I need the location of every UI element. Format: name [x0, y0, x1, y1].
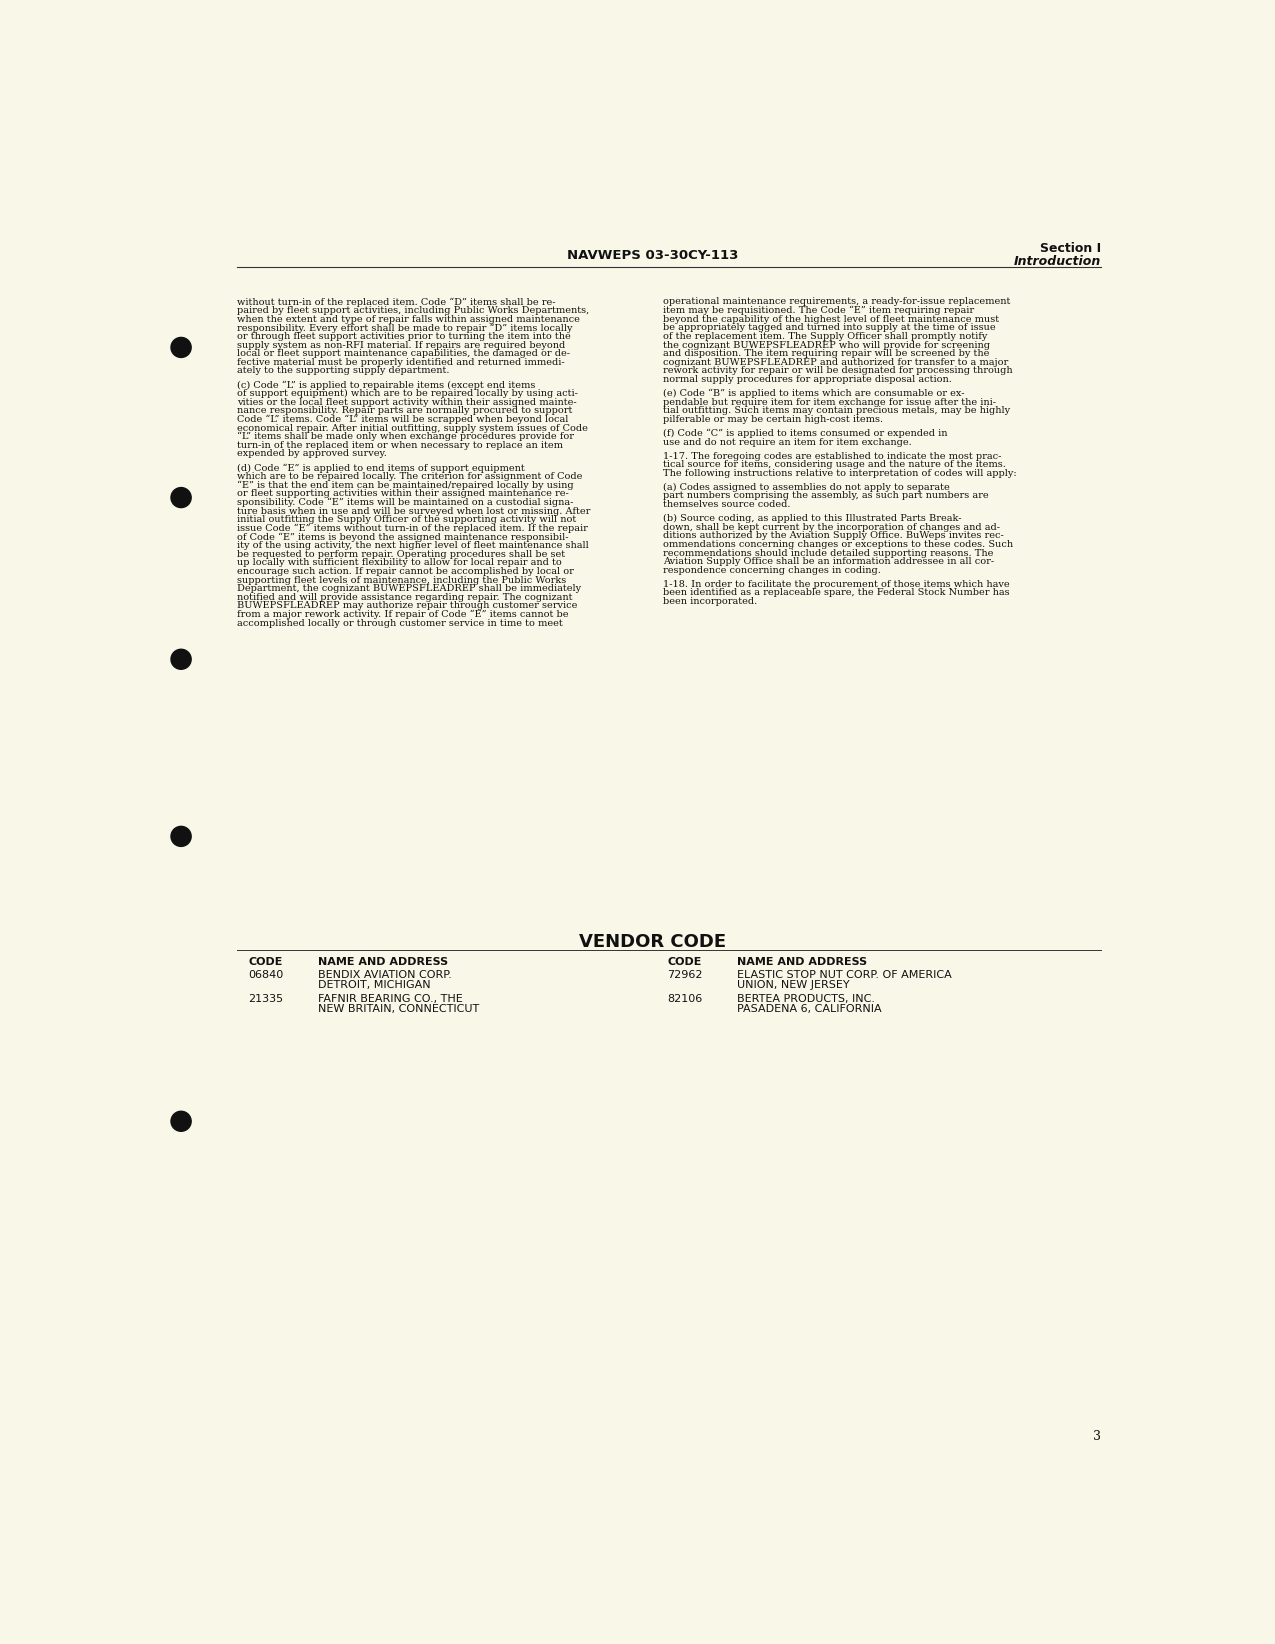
Text: rework activity for repair or will be designated for processing through: rework activity for repair or will be de… — [663, 367, 1012, 375]
Text: Aviation Supply Office shall be an information addressee in all cor-: Aviation Supply Office shall be an infor… — [663, 557, 994, 566]
Text: CODE: CODE — [249, 957, 283, 967]
Text: 1-18. In order to facilitate the procurement of those items which have: 1-18. In order to facilitate the procure… — [663, 580, 1010, 589]
Text: and disposition. The item requiring repair will be screened by the: and disposition. The item requiring repa… — [663, 349, 989, 358]
Text: BENDIX AVIATION CORP.: BENDIX AVIATION CORP. — [319, 970, 453, 980]
Text: of the replacement item. The Supply Officer shall promptly notify: of the replacement item. The Supply Offi… — [663, 332, 988, 340]
Text: paired by fleet support activities, including Public Works Departments,: paired by fleet support activities, incl… — [237, 306, 589, 316]
Text: sponsibility. Code “E” items will be maintained on a custodial signa-: sponsibility. Code “E” items will be mai… — [237, 498, 574, 508]
Text: (a) Codes assigned to assemblies do not apply to separate: (a) Codes assigned to assemblies do not … — [663, 483, 950, 492]
Circle shape — [171, 649, 191, 669]
Text: use and do not require an item for item exchange.: use and do not require an item for item … — [663, 437, 912, 447]
Text: recommendations should include detailed supporting reasons. The: recommendations should include detailed … — [663, 549, 993, 557]
Text: supply system as non-RFI material. If repairs are required beyond: supply system as non-RFI material. If re… — [237, 340, 565, 350]
Circle shape — [171, 337, 191, 357]
Text: 72962: 72962 — [667, 970, 703, 980]
Text: themselves source coded.: themselves source coded. — [663, 500, 790, 510]
Text: BERTEA PRODUCTS, INC.: BERTEA PRODUCTS, INC. — [737, 995, 875, 1004]
Text: 82106: 82106 — [667, 995, 703, 1004]
Text: The following instructions relative to interpretation of codes will apply:: The following instructions relative to i… — [663, 469, 1016, 478]
Text: item may be requisitioned. The Code “E” item requiring repair: item may be requisitioned. The Code “E” … — [663, 306, 974, 316]
Text: VENDOR CODE: VENDOR CODE — [579, 932, 727, 950]
Text: or through fleet support activities prior to turning the item into the: or through fleet support activities prio… — [237, 332, 571, 340]
Text: ditions authorized by the Aviation Supply Office. BuWeps invites rec-: ditions authorized by the Aviation Suppl… — [663, 531, 1003, 541]
Text: Code “L” items. Code “L” items will be scrapped when beyond local: Code “L” items. Code “L” items will be s… — [237, 414, 569, 424]
Text: cognizant BUWEPSFLEADREP and authorized for transfer to a major: cognizant BUWEPSFLEADREP and authorized … — [663, 358, 1009, 367]
Text: pendable but require item for item exchange for issue after the ini-: pendable but require item for item excha… — [663, 398, 996, 406]
Text: ately to the supporting supply department.: ately to the supporting supply departmen… — [237, 367, 449, 375]
Text: local or fleet support maintenance capabilities, the damaged or de-: local or fleet support maintenance capab… — [237, 349, 570, 358]
Text: part numbers comprising the assembly, as such part numbers are: part numbers comprising the assembly, as… — [663, 492, 988, 500]
Text: ommendations concerning changes or exceptions to these codes. Such: ommendations concerning changes or excep… — [663, 539, 1014, 549]
Text: respondence concerning changes in coding.: respondence concerning changes in coding… — [663, 566, 881, 575]
Text: (d) Code “E” is applied to end items of support equipment: (d) Code “E” is applied to end items of … — [237, 464, 524, 473]
Text: initial outfitting the Supply Officer of the supporting activity will not: initial outfitting the Supply Officer of… — [237, 515, 576, 524]
Text: FAFNIR BEARING CO., THE: FAFNIR BEARING CO., THE — [319, 995, 463, 1004]
Text: of Code “E” items is beyond the assigned maintenance responsibil-: of Code “E” items is beyond the assigned… — [237, 533, 569, 543]
Text: operational maintenance requirements, a ready-for-issue replacement: operational maintenance requirements, a … — [663, 298, 1011, 306]
Text: be appropriately tagged and turned into supply at the time of issue: be appropriately tagged and turned into … — [663, 324, 996, 332]
Text: DETROIT, MICHIGAN: DETROIT, MICHIGAN — [319, 980, 431, 990]
Text: (f) Code “C” is applied to items consumed or expended in: (f) Code “C” is applied to items consume… — [663, 429, 947, 439]
Text: beyond the capability of the highest level of fleet maintenance must: beyond the capability of the highest lev… — [663, 314, 1000, 324]
Text: ELASTIC STOP NUT CORP. OF AMERICA: ELASTIC STOP NUT CORP. OF AMERICA — [737, 970, 951, 980]
Text: 06840: 06840 — [249, 970, 284, 980]
Text: notified and will provide assistance regarding repair. The cognizant: notified and will provide assistance reg… — [237, 593, 572, 602]
Text: NEW BRITAIN, CONNECTICUT: NEW BRITAIN, CONNECTICUT — [319, 1004, 479, 1014]
Text: been incorporated.: been incorporated. — [663, 597, 757, 607]
Text: normal supply procedures for appropriate disposal action.: normal supply procedures for appropriate… — [663, 375, 952, 385]
Text: tial outfitting. Such items may contain precious metals, may be highly: tial outfitting. Such items may contain … — [663, 406, 1010, 416]
Text: economical repair. After initial outfitting, supply system issues of Code: economical repair. After initial outfitt… — [237, 424, 588, 432]
Text: BUWEPSFLEADREP may authorize repair through customer service: BUWEPSFLEADREP may authorize repair thro… — [237, 602, 578, 610]
Circle shape — [171, 1111, 191, 1131]
Text: 3: 3 — [1093, 1430, 1102, 1443]
Text: be requested to perform repair. Operating procedures shall be set: be requested to perform repair. Operatin… — [237, 549, 565, 559]
Text: NAVWEPS 03-30CY-113: NAVWEPS 03-30CY-113 — [567, 248, 738, 261]
Text: encourage such action. If repair cannot be accomplished by local or: encourage such action. If repair cannot … — [237, 567, 574, 575]
Text: supporting fleet levels of maintenance, including the Public Works: supporting fleet levels of maintenance, … — [237, 575, 566, 585]
Text: issue Code “E” items without turn-in of the replaced item. If the repair: issue Code “E” items without turn-in of … — [237, 524, 588, 533]
Text: when the extent and type of repair falls within assigned maintenance: when the extent and type of repair falls… — [237, 314, 580, 324]
Text: of support equipment) which are to be repaired locally by using acti-: of support equipment) which are to be re… — [237, 390, 578, 398]
Text: accomplished locally or through customer service in time to meet: accomplished locally or through customer… — [237, 618, 562, 628]
Text: fective material must be properly identified and returned immedi-: fective material must be properly identi… — [237, 358, 565, 367]
Circle shape — [171, 488, 191, 508]
Text: (e) Code “B” is applied to items which are consumable or ex-: (e) Code “B” is applied to items which a… — [663, 390, 965, 398]
Circle shape — [171, 827, 191, 847]
Text: turn-in of the replaced item or when necessary to replace an item: turn-in of the replaced item or when nec… — [237, 441, 562, 450]
Text: from a major rework activity. If repair of Code “E” items cannot be: from a major rework activity. If repair … — [237, 610, 569, 620]
Text: Department, the cognizant BUWEPSFLEADREP shall be immediately: Department, the cognizant BUWEPSFLEADREP… — [237, 584, 581, 593]
Text: the cognizant BUWEPSFLEADREP who will provide for screening: the cognizant BUWEPSFLEADREP who will pr… — [663, 340, 991, 350]
Text: tical source for items, considering usage and the nature of the items.: tical source for items, considering usag… — [663, 460, 1006, 469]
Text: up locally with sufficient flexibility to allow for local repair and to: up locally with sufficient flexibility t… — [237, 559, 561, 567]
Text: vities or the local fleet support activity within their assigned mainte-: vities or the local fleet support activi… — [237, 398, 576, 406]
Text: Section I: Section I — [1040, 242, 1102, 255]
Text: which are to be repaired locally. The criterion for assignment of Code: which are to be repaired locally. The cr… — [237, 472, 583, 482]
Text: Introduction: Introduction — [1014, 255, 1102, 268]
Text: ture basis when in use and will be surveyed when lost or missing. After: ture basis when in use and will be surve… — [237, 506, 590, 516]
Text: PASADENA 6, CALIFORNIA: PASADENA 6, CALIFORNIA — [737, 1004, 881, 1014]
Text: down, shall be kept current by the incorporation of changes and ad-: down, shall be kept current by the incor… — [663, 523, 1000, 531]
Text: CODE: CODE — [667, 957, 701, 967]
Text: without turn-in of the replaced item. Code “D” items shall be re-: without turn-in of the replaced item. Co… — [237, 298, 556, 307]
Text: 21335: 21335 — [249, 995, 283, 1004]
Text: (c) Code “L” is applied to repairable items (except end items: (c) Code “L” is applied to repairable it… — [237, 380, 536, 390]
Text: 1-17. The foregoing codes are established to indicate the most prac-: 1-17. The foregoing codes are establishe… — [663, 452, 1001, 460]
Text: NAME AND ADDRESS: NAME AND ADDRESS — [737, 957, 867, 967]
Text: pilferable or may be certain high-cost items.: pilferable or may be certain high-cost i… — [663, 414, 884, 424]
Text: expended by approved survey.: expended by approved survey. — [237, 449, 386, 459]
Text: “E” is that the end item can be maintained/repaired locally by using: “E” is that the end item can be maintain… — [237, 480, 574, 490]
Text: responsibility. Every effort shall be made to repair “D” items locally: responsibility. Every effort shall be ma… — [237, 324, 572, 332]
Text: or fleet supporting activities within their assigned maintenance re-: or fleet supporting activities within th… — [237, 490, 569, 498]
Text: NAME AND ADDRESS: NAME AND ADDRESS — [319, 957, 449, 967]
Text: ity of the using activity, the next higher level of fleet maintenance shall: ity of the using activity, the next high… — [237, 541, 589, 551]
Text: nance responsibility. Repair parts are normally procured to support: nance responsibility. Repair parts are n… — [237, 406, 572, 416]
Text: UNION, NEW JERSEY: UNION, NEW JERSEY — [737, 980, 849, 990]
Text: been identified as a replaceable spare, the Federal Stock Number has: been identified as a replaceable spare, … — [663, 589, 1010, 597]
Text: (b) Source coding, as applied to this Illustrated Parts Break-: (b) Source coding, as applied to this Il… — [663, 515, 961, 523]
Text: “L” items shall be made only when exchange procedures provide for: “L” items shall be made only when exchan… — [237, 432, 574, 442]
